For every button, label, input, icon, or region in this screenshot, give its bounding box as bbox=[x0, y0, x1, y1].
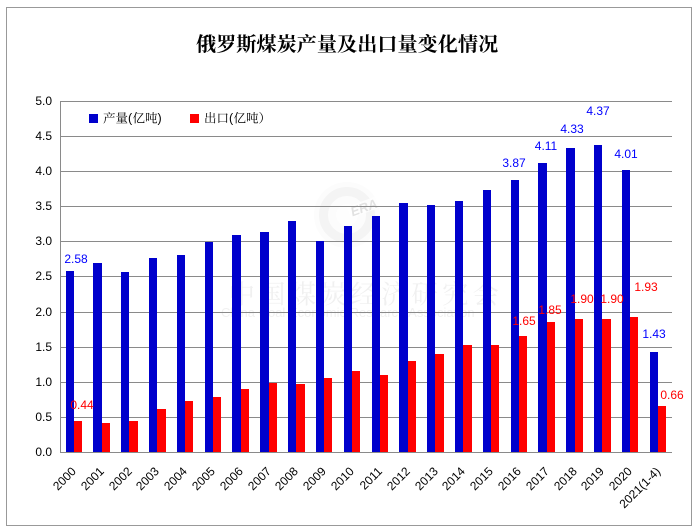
svg-text:): ) bbox=[158, 112, 162, 126]
svg-text:(: ( bbox=[229, 112, 234, 126]
svg-text:(: ( bbox=[128, 112, 133, 126]
